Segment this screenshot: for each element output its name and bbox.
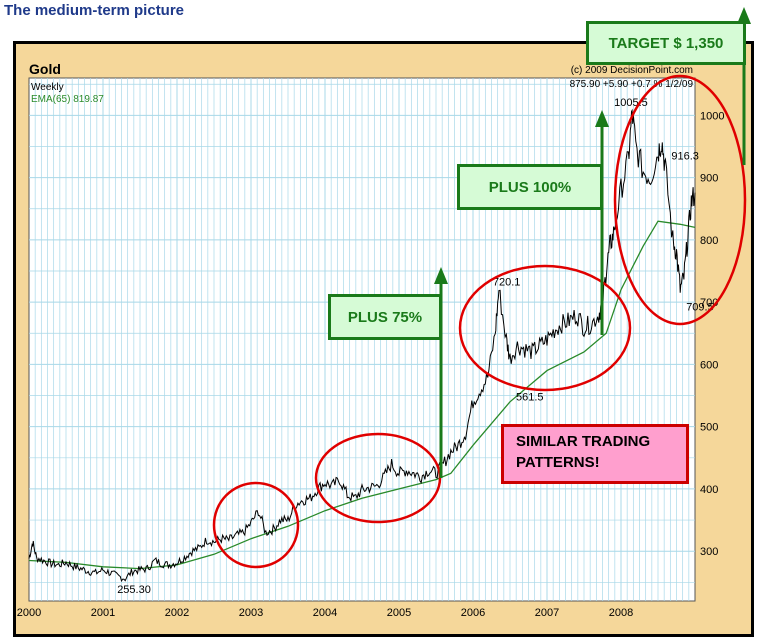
price-label: 255.30 bbox=[117, 584, 151, 596]
x-tick-label: 2008 bbox=[609, 607, 633, 619]
y-tick-label: 1000 bbox=[700, 110, 724, 122]
y-tick-label: 500 bbox=[700, 422, 718, 434]
y-tick-label: 600 bbox=[700, 359, 718, 371]
similar-patterns-annotation: SIMILAR TRADING PATTERNS! bbox=[501, 424, 689, 484]
x-tick-label: 2004 bbox=[313, 607, 337, 619]
x-tick-label: 2006 bbox=[461, 607, 485, 619]
price-label: 1005.5 bbox=[614, 97, 648, 109]
price-label: 709.5 bbox=[686, 302, 714, 314]
plus75-annotation: PLUS 75% bbox=[328, 294, 442, 340]
page-heading: The medium-term picture bbox=[4, 2, 185, 19]
arrow-plus100 bbox=[595, 110, 609, 335]
horizontal-grid bbox=[29, 83, 695, 583]
chart-copyright: (c) 2009 DecisionPoint.com bbox=[571, 65, 693, 76]
y-tick-label: 800 bbox=[700, 235, 718, 247]
similar-patterns-line2: PATTERNS! bbox=[516, 454, 600, 471]
similar-patterns-line1: SIMILAR TRADING bbox=[516, 433, 651, 450]
chart-subtitle-ema: EMA(65) 819.87 bbox=[31, 94, 104, 105]
price-label: 561.5 bbox=[516, 392, 544, 404]
price-series-line bbox=[28, 108, 696, 583]
x-tick-label: 2002 bbox=[165, 607, 189, 619]
price-labels: 255.30 720.1 561.5 1005.5 916.3 709.5 bbox=[117, 97, 714, 596]
price-label: 916.3 bbox=[671, 151, 699, 163]
target-annotation: TARGET $ 1,350 bbox=[586, 21, 746, 65]
pattern-circle-2008 bbox=[613, 74, 747, 326]
y-tick-label: 900 bbox=[700, 173, 718, 185]
pattern-circle-2006 bbox=[458, 264, 632, 392]
chart-last-quote: 875.90 +5.90 +0.7 % 1/2/09 bbox=[570, 79, 694, 90]
chart-subtitle-weekly: Weekly bbox=[31, 82, 64, 93]
x-tick-label: 2007 bbox=[535, 607, 559, 619]
price-label: 720.1 bbox=[493, 277, 521, 289]
y-tick-label: 400 bbox=[700, 484, 718, 496]
x-tick-label: 2000 bbox=[17, 607, 41, 619]
x-tick-label: 2003 bbox=[239, 607, 263, 619]
x-tick-labels: 2000 2001 2002 2003 2004 2005 2006 2007 2008 bbox=[17, 607, 633, 619]
y-tick-label: 300 bbox=[700, 546, 718, 558]
chart-title: Gold bbox=[29, 61, 61, 77]
x-tick-label: 2005 bbox=[387, 607, 411, 619]
pattern-circle-2003 bbox=[212, 481, 300, 569]
x-tick-label: 2001 bbox=[91, 607, 115, 619]
plus100-annotation: PLUS 100% bbox=[457, 164, 603, 210]
